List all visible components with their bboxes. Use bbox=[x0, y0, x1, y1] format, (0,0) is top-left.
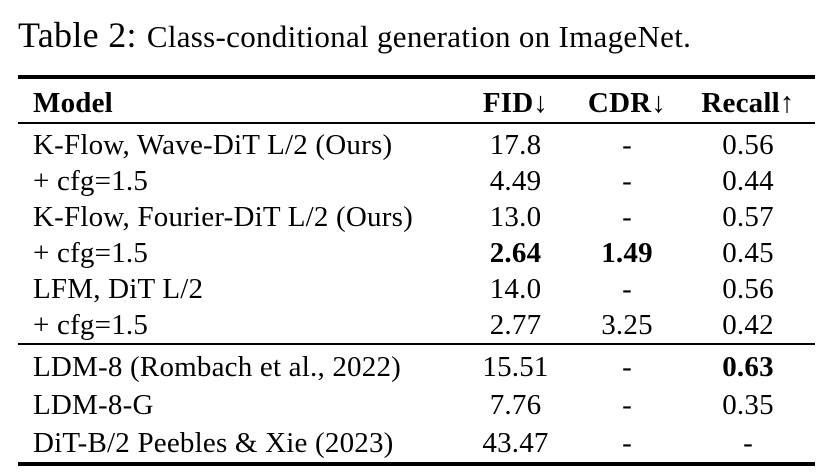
recall-cell: 0.35 bbox=[722, 389, 774, 421]
column-header-cdr: CDR↓ bbox=[573, 77, 681, 124]
model-cell: + cfg=1.5 bbox=[33, 237, 149, 269]
recall-cell: 0.44 bbox=[722, 165, 774, 197]
table-row: + cfg=1.5 4.49 - 0.44 bbox=[18, 163, 815, 199]
cdr-cell: 3.25 bbox=[601, 309, 653, 341]
recall-cell: 0.42 bbox=[722, 309, 774, 341]
fid-cell: 7.76 bbox=[489, 389, 542, 421]
model-cell: DiT-B/2 Peebles & Xie (2023) bbox=[33, 427, 394, 459]
fid-cell: 14.0 bbox=[489, 273, 542, 305]
table-row: + cfg=1.5 2.77 3.25 0.42 bbox=[18, 307, 815, 344]
table-row: LDM-8-G 7.76 - 0.35 bbox=[18, 386, 815, 424]
cdr-cell: - bbox=[622, 201, 632, 233]
fid-cell: 43.47 bbox=[482, 427, 549, 459]
recall-cell: 0.56 bbox=[722, 273, 774, 305]
cdr-cell: - bbox=[622, 427, 632, 459]
results-table: Model FID↓ CDR↓ Recall↑ K-Flow, Wave-DiT… bbox=[18, 75, 815, 466]
model-cell: LFM, DiT L/2 bbox=[33, 273, 204, 305]
fid-cell: 17.8 bbox=[489, 129, 542, 161]
model-cell: LDM-8-G bbox=[33, 389, 154, 421]
model-cell: LDM-8 (Rombach et al., 2022) bbox=[18, 343, 458, 386]
table-group-ours: K-Flow, Wave-DiT L/2 (Ours) 17.8-0.56 + cf… bbox=[18, 123, 815, 344]
table-header: Model FID↓ CDR↓ Recall↑ bbox=[18, 77, 815, 124]
recall-cell: 0.45 bbox=[722, 237, 774, 269]
fid-cell: 15.51 bbox=[458, 343, 573, 386]
recall-cell: 0.56 bbox=[722, 129, 774, 161]
model-cell: K-Flow, Fourier-DiT L/2 (Ours) bbox=[33, 201, 413, 233]
header-row: Model FID↓ CDR↓ Recall↑ bbox=[18, 77, 815, 124]
table-row: K-Flow, Wave-DiT L/2 (Ours) 17.8 - 0.56 bbox=[18, 123, 815, 163]
model-cell: + cfg=1.5 bbox=[33, 165, 149, 197]
table-caption: Table 2: Class-conditional generation on … bbox=[18, 12, 815, 60]
table-row: DiT-B/2 Peebles & Xie (2023) 43.47 - - bbox=[18, 424, 815, 464]
fid-cell: 4.49 bbox=[489, 165, 542, 197]
cdr-cell: - bbox=[622, 273, 632, 305]
fid-cell: 13.0 bbox=[489, 201, 542, 233]
table-row: LDM-8 (Rombach et al., 2022) 15.51-0.63 bbox=[18, 343, 815, 386]
column-header-recall: Recall↑ bbox=[681, 77, 815, 124]
recall-cell: 0.57 bbox=[722, 201, 774, 233]
column-header-model: Model bbox=[18, 77, 458, 124]
model-cell: + cfg=1.5 bbox=[33, 309, 149, 341]
cdr-cell: 1.49 bbox=[601, 237, 653, 269]
table-caption-number: Table 2: bbox=[18, 15, 137, 55]
cdr-cell: - bbox=[573, 343, 681, 386]
cdr-cell: - bbox=[622, 389, 632, 421]
table-row: + cfg=1.5 2.64 1.49 0.45 bbox=[18, 235, 815, 271]
recall-cell: - bbox=[743, 427, 753, 459]
cdr-cell: - bbox=[622, 129, 632, 161]
table-row: K-Flow, Fourier-DiT L/2 (Ours) 13.0 - 0.57 bbox=[18, 199, 815, 235]
cdr-cell: - bbox=[622, 165, 632, 197]
table-group-baselines: LDM-8 (Rombach et al., 2022) 15.51-0.63 LD… bbox=[18, 343, 815, 464]
table-row: LFM, DiT L/2 14.0 - 0.56 bbox=[18, 271, 815, 307]
table-caption-text: Class-conditional generation on ImageNet… bbox=[146, 19, 692, 54]
fid-cell: 2.64 bbox=[489, 237, 542, 269]
recall-cell: 0.63 bbox=[681, 343, 815, 386]
column-header-fid: FID↓ bbox=[458, 77, 573, 124]
fid-cell: 2.77 bbox=[489, 309, 542, 341]
model-cell: K-Flow, Wave-DiT L/2 (Ours) bbox=[33, 129, 393, 161]
